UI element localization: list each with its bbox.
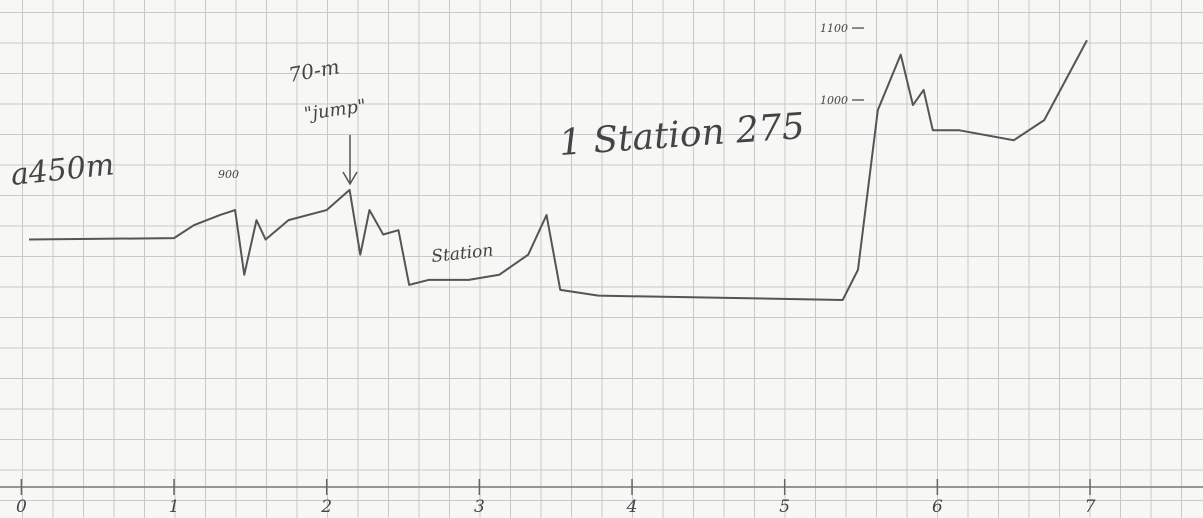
annotation: Station (430, 241, 494, 267)
annotation: "jump" (303, 95, 368, 124)
annotation: a450m (9, 147, 116, 193)
x-tick-label: 4 (626, 497, 638, 517)
annotation: 70-m (287, 54, 342, 87)
x-tick-label: 0 (16, 497, 27, 517)
line (28, 39, 1088, 301)
x-tick-label: 5 (779, 497, 790, 517)
y-tick-label: 1000 (820, 94, 848, 107)
annotation-arrow (342, 135, 358, 186)
annotation: 900 (218, 168, 239, 181)
annotation: 1 Station 275 (558, 106, 806, 164)
x-tick-label: 7 (1085, 497, 1096, 517)
x-tick-label: 3 (474, 497, 485, 517)
y-tick-label: 1100 (820, 22, 848, 35)
x-tick-label: 1 (169, 497, 180, 517)
x-tick-label: 2 (320, 497, 332, 517)
x-tick-label: 6 (932, 497, 943, 517)
